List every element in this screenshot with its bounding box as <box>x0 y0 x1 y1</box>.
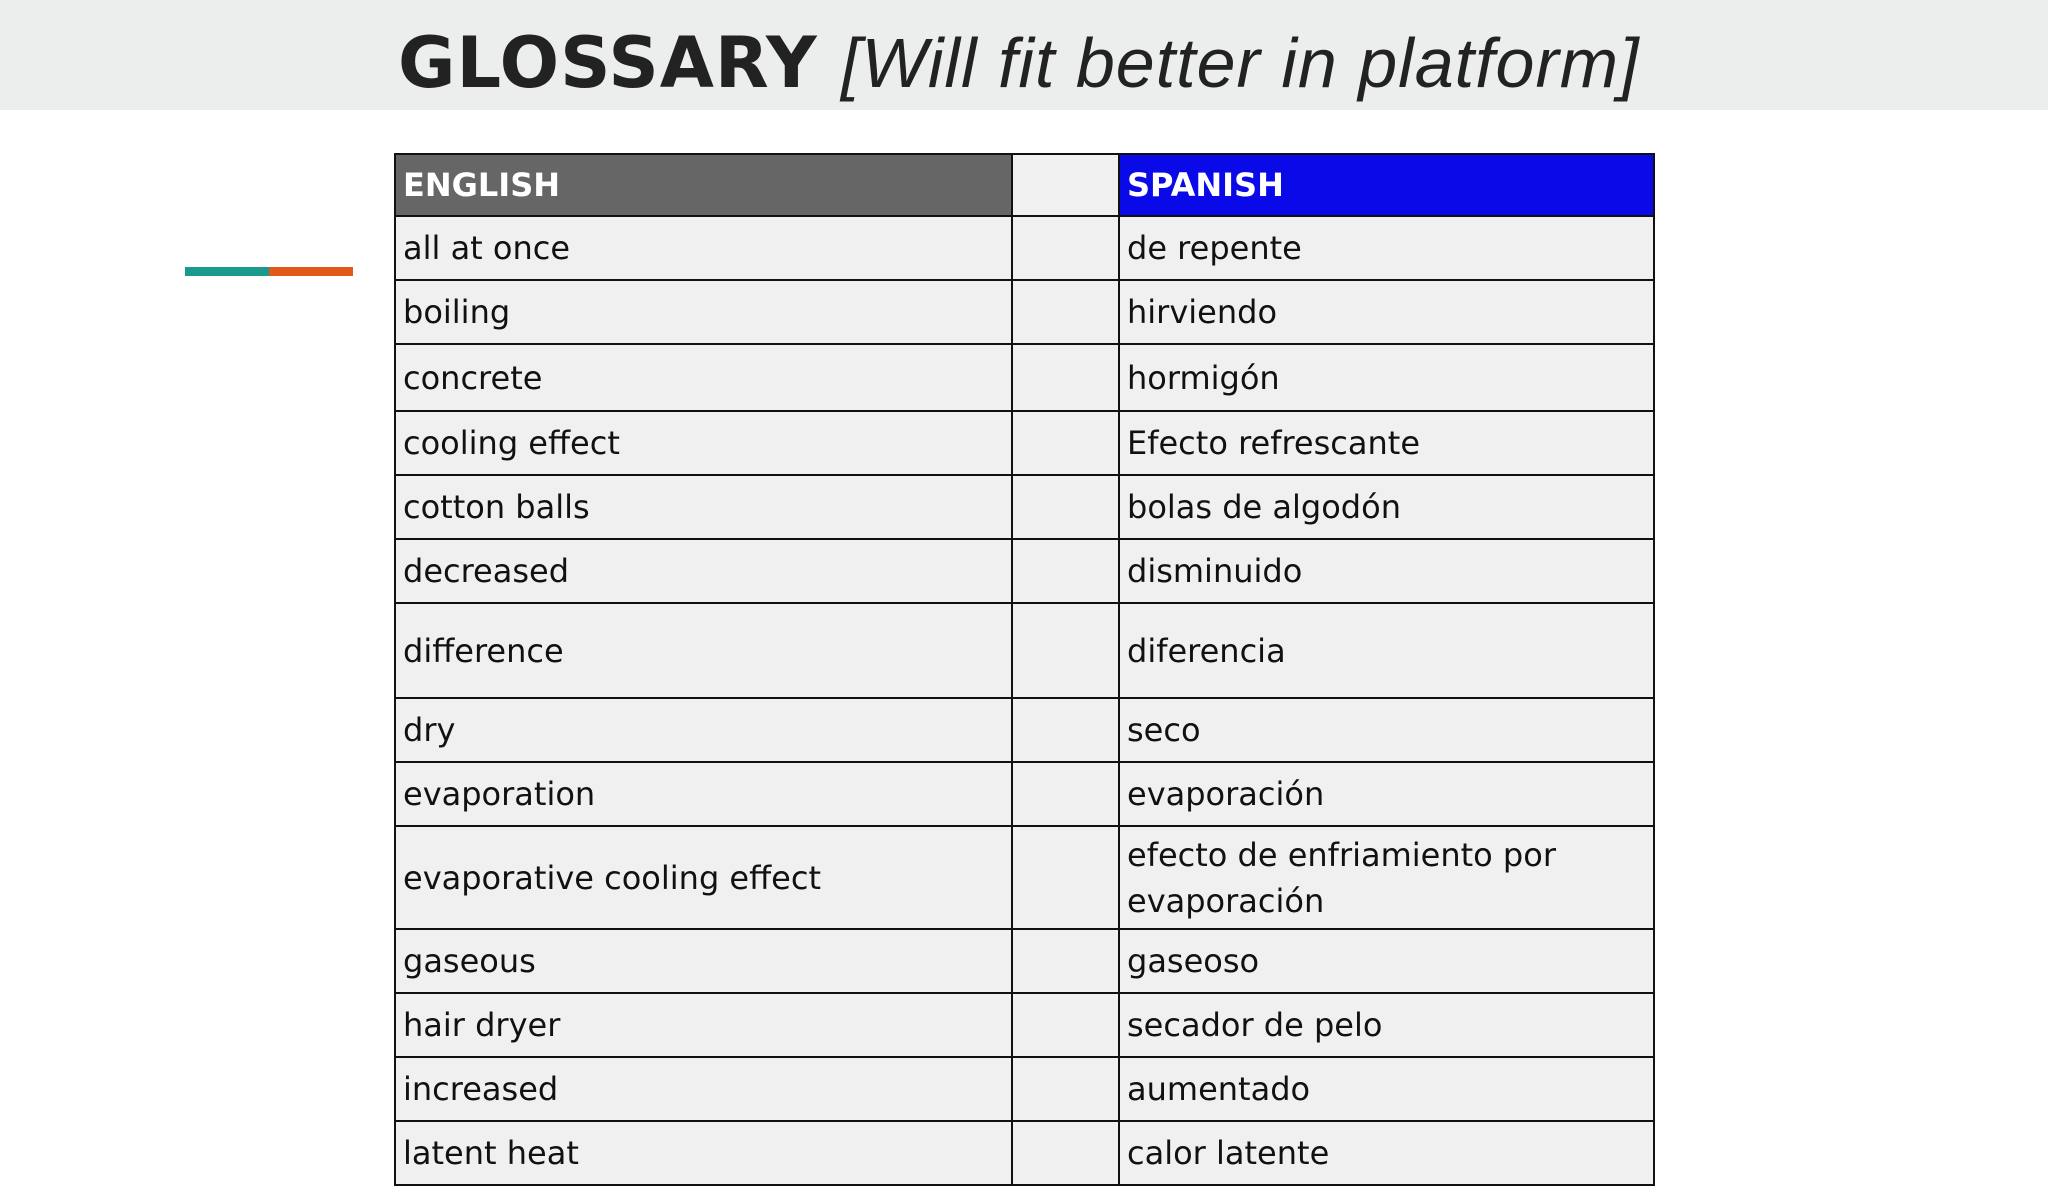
glossary-table: ENGLISH SPANISH all at once de repente boi… <box>394 153 1655 1186</box>
title-main: GLOSSARY <box>398 22 818 104</box>
table-cell: concrete <box>394 343 1013 412</box>
table-cell: latent heat <box>394 1120 1013 1186</box>
empty-cell <box>1011 761 1120 827</box>
table-row: concrete hormigón <box>394 343 1655 412</box>
table-row: boiling hirviendo <box>394 279 1655 345</box>
table-row: evaporation evaporación <box>394 761 1655 827</box>
table-cell: calor latente <box>1118 1120 1655 1186</box>
empty-cell <box>1011 474 1120 540</box>
table-cell: all at once <box>394 215 1013 281</box>
table-cell: boiling <box>394 279 1013 345</box>
table-cell: hair dryer <box>394 992 1013 1058</box>
table-row: decreased disminuido <box>394 538 1655 604</box>
table-cell: de repente <box>1118 215 1655 281</box>
table-row: gaseous gaseoso <box>394 928 1655 994</box>
table-cell: hirviendo <box>1118 279 1655 345</box>
title: GLOSSARY [Will fit better in platform] <box>398 22 1640 104</box>
empty-cell <box>1011 410 1120 476</box>
table-row: hair dryer secador de pelo <box>394 992 1655 1058</box>
table-cell: diferencia <box>1118 602 1655 699</box>
empty-cell <box>1011 343 1120 412</box>
empty-cell <box>1011 697 1120 763</box>
empty-cell <box>1011 602 1120 699</box>
table-cell: gaseoso <box>1118 928 1655 994</box>
table-row: cooling effect Efecto refrescante <box>394 410 1655 476</box>
table-row: difference diferencia <box>394 602 1655 699</box>
empty-cell <box>1011 928 1120 994</box>
empty-cell <box>1011 538 1120 604</box>
table-cell: evaporative cooling effect <box>394 825 1013 930</box>
empty-cell <box>1011 279 1120 345</box>
header-row: ENGLISH SPANISH <box>394 153 1655 217</box>
header-cell: SPANISH <box>1118 153 1655 217</box>
table-cell: secador de pelo <box>1118 992 1655 1058</box>
empty-cell <box>1011 1120 1120 1186</box>
header-cell <box>1011 153 1120 217</box>
table-row: dry seco <box>394 697 1655 763</box>
table-cell: aumentado <box>1118 1056 1655 1122</box>
table-cell: hormigón <box>1118 343 1655 412</box>
table-cell: decreased <box>394 538 1013 604</box>
table-cell: cotton balls <box>394 474 1013 540</box>
table-row: cotton balls bolas de algodón <box>394 474 1655 540</box>
table-cell: bolas de algodón <box>1118 474 1655 540</box>
empty-cell <box>1011 215 1120 281</box>
table-cell: dry <box>394 697 1013 763</box>
table-row: latent heat calor latente <box>394 1120 1655 1186</box>
empty-cell <box>1011 1056 1120 1122</box>
accent-teal <box>185 267 269 276</box>
title-note: [Will fit better in platform] <box>840 24 1640 102</box>
table-row: evaporative cooling effect efecto de enfr… <box>394 825 1655 930</box>
header-bar: GLOSSARY [Will fit better in platform] <box>0 0 2048 110</box>
table-body: all at once de repente boiling hirviendo con… <box>394 215 1655 1186</box>
table-cell: increased <box>394 1056 1013 1122</box>
table-cell: efecto de enfriamiento por evaporación <box>1118 825 1655 930</box>
table-row: increased aumentado <box>394 1056 1655 1122</box>
table-cell: seco <box>1118 697 1655 763</box>
empty-cell <box>1011 992 1120 1058</box>
header-cell: ENGLISH <box>394 153 1013 217</box>
accent-orange <box>269 267 353 276</box>
empty-cell <box>1011 825 1120 930</box>
table-cell: Efecto refrescante <box>1118 410 1655 476</box>
table-cell: gaseous <box>394 928 1013 994</box>
table-cell: evaporación <box>1118 761 1655 827</box>
table-cell: difference <box>394 602 1013 699</box>
table-cell: cooling effect <box>394 410 1013 476</box>
table-cell: disminuido <box>1118 538 1655 604</box>
table-cell: evaporation <box>394 761 1013 827</box>
table-row: all at once de repente <box>394 215 1655 281</box>
